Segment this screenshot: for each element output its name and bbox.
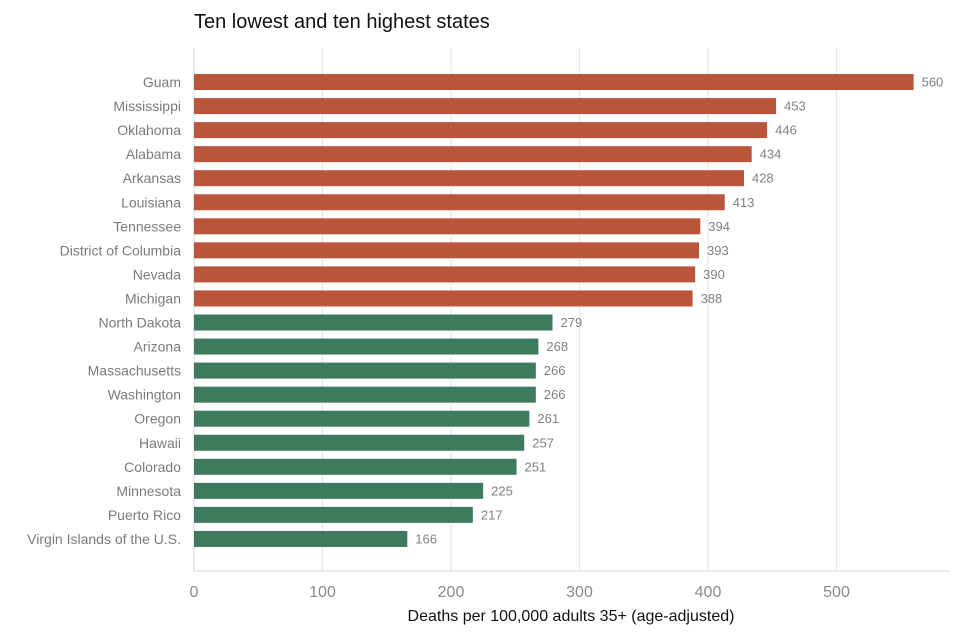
x-tick-label: 300: [566, 584, 593, 601]
value-label: 453: [784, 99, 806, 114]
category-label: District of Columbia: [60, 242, 182, 258]
bar: [194, 146, 752, 163]
bar: [194, 506, 473, 523]
bar: [194, 98, 777, 115]
bars: [194, 74, 914, 547]
value-label: 390: [703, 267, 725, 282]
category-label: Colorado: [124, 459, 181, 475]
value-label: 261: [537, 411, 559, 426]
value-label: 394: [708, 219, 730, 234]
x-tick-label: 0: [190, 584, 199, 601]
category-label: Guam: [143, 74, 181, 90]
x-axis-ticks: 0 100 200 300 400 500: [190, 584, 850, 601]
chart-title: Ten lowest and ten highest states: [194, 11, 490, 33]
bar: [194, 434, 525, 451]
bar: [194, 458, 517, 475]
x-tick-label: 200: [438, 584, 465, 601]
value-label: 413: [733, 195, 755, 210]
value-label: 266: [544, 363, 566, 378]
value-label: 257: [532, 435, 554, 450]
bar: [194, 122, 768, 139]
value-label: 428: [752, 171, 774, 186]
category-label: Virgin Islands of the U.S.: [27, 531, 181, 547]
category-label: Arizona: [134, 339, 182, 355]
category-label: Mississippi: [113, 98, 181, 114]
category-label: Tennessee: [113, 218, 181, 234]
value-label: 434: [760, 147, 782, 162]
bar: [194, 482, 484, 499]
category-label: Oregon: [134, 411, 181, 427]
x-axis-title: Deaths per 100,000 adults 35+ (age-adjus…: [408, 608, 735, 625]
bar: [194, 170, 744, 187]
bar: [194, 314, 553, 331]
value-label: 166: [415, 531, 437, 546]
x-tick-label: 400: [695, 584, 722, 601]
category-label: Michigan: [125, 290, 181, 306]
value-label: 560: [922, 75, 944, 90]
bar: [194, 74, 914, 90]
category-label: Oklahoma: [117, 122, 181, 138]
category-label: Arkansas: [123, 170, 181, 186]
value-label: 225: [491, 483, 513, 498]
bar: [194, 290, 693, 307]
bar: [194, 410, 530, 427]
value-label: 279: [561, 315, 583, 330]
bar: [194, 194, 725, 211]
value-label: 393: [707, 243, 729, 258]
category-label: Massachusetts: [88, 363, 181, 379]
category-label: Nevada: [133, 266, 181, 282]
category-label: Alabama: [126, 146, 181, 162]
bar: [194, 530, 408, 547]
value-label: 217: [481, 507, 503, 522]
value-label: 446: [775, 123, 797, 138]
value-label: 268: [546, 339, 568, 354]
x-tick-label: 500: [823, 584, 850, 601]
value-label: 266: [544, 387, 566, 402]
bar: [194, 266, 696, 283]
bar: [194, 338, 539, 355]
bar: [194, 386, 536, 403]
value-label: 388: [701, 291, 723, 306]
category-labels: Guam Mississippi Oklahoma Alabama Arkansas Lo…: [27, 74, 181, 547]
category-label: Washington: [108, 387, 181, 403]
category-label: Minnesota: [116, 483, 181, 499]
bar: [194, 218, 701, 235]
bar: [194, 362, 536, 379]
category-label: North Dakota: [99, 315, 182, 331]
category-label: Hawaii: [139, 435, 181, 451]
value-label: 251: [525, 459, 547, 474]
bar: [194, 242, 700, 259]
x-tick-label: 100: [309, 584, 336, 601]
category-label: Louisiana: [121, 194, 181, 210]
category-label: Puerto Rico: [108, 507, 181, 523]
